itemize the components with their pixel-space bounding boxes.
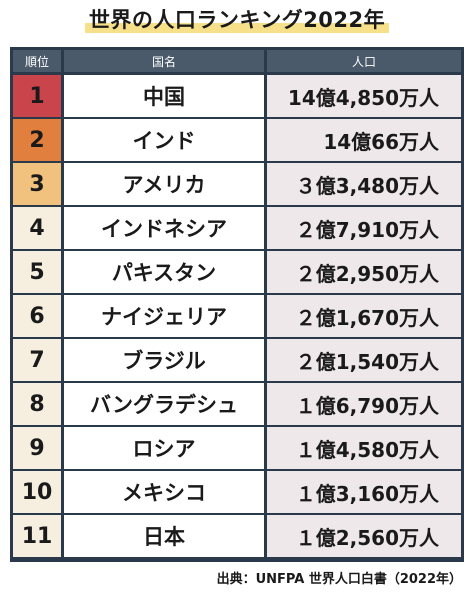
country-cell: インドネシア xyxy=(64,207,264,249)
rank-cell: 5 xyxy=(13,251,61,293)
population-cell: ２億2,950万人 xyxy=(267,251,461,293)
header-population: 人口 xyxy=(267,50,461,72)
table-row: 6 ナイジェリア ２億1,670万人 xyxy=(13,295,461,337)
country-cell: アメリカ xyxy=(64,163,264,205)
population-cell: 14億66万人 xyxy=(267,119,461,161)
rank-cell: 9 xyxy=(13,427,61,469)
rank-cell: 7 xyxy=(13,339,61,381)
table-header: 順位 国名 人口 xyxy=(13,50,461,72)
table-row: 2 インド 14億66万人 xyxy=(13,119,461,161)
rank-cell: 8 xyxy=(13,383,61,425)
page-title-text: 世界の人口ランキング2022年 xyxy=(88,8,386,32)
page-title: 世界の人口ランキング2022年 xyxy=(84,6,390,34)
country-cell: ロシア xyxy=(64,427,264,469)
table-row: 9 ロシア １億4,580万人 xyxy=(13,427,461,469)
population-cell: ２億1,540万人 xyxy=(267,339,461,381)
population-cell: １億4,580万人 xyxy=(267,427,461,469)
rank-cell: 11 xyxy=(13,515,61,557)
population-cell: ２億1,670万人 xyxy=(267,295,461,337)
population-cell: ３億3,480万人 xyxy=(267,163,461,205)
header-country: 国名 xyxy=(64,50,264,72)
table-row: 8 バングラデシュ １億6,790万人 xyxy=(13,383,461,425)
table-row: 5 パキスタン ２億2,950万人 xyxy=(13,251,461,293)
rank-cell: 10 xyxy=(13,471,61,513)
source-note: 出典：UNFPA 世界人口白書（2022年） xyxy=(216,572,462,587)
title-container: 世界の人口ランキング2022年 xyxy=(0,6,474,34)
country-cell: ナイジェリア xyxy=(64,295,264,337)
population-cell: １億6,790万人 xyxy=(267,383,461,425)
population-cell: ２億7,910万人 xyxy=(267,207,461,249)
country-cell: インド xyxy=(64,119,264,161)
table-row: 1 中国 14億4,850万人 xyxy=(13,75,461,117)
rank-cell: 3 xyxy=(13,163,61,205)
country-cell: 日本 xyxy=(64,515,264,557)
rank-cell: 2 xyxy=(13,119,61,161)
table-row: 4 インドネシア ２億7,910万人 xyxy=(13,207,461,249)
population-cell: 14億4,850万人 xyxy=(267,75,461,117)
rank-cell: 1 xyxy=(13,75,61,117)
header-rank: 順位 xyxy=(13,50,61,72)
ranking-table: 順位 国名 人口 1 中国 14億4,850万人 2 インド 14億66万人 3… xyxy=(10,47,464,562)
country-cell: ブラジル xyxy=(64,339,264,381)
rank-cell: 4 xyxy=(13,207,61,249)
population-cell: １億3,160万人 xyxy=(267,471,461,513)
rank-cell: 6 xyxy=(13,295,61,337)
country-cell: バングラデシュ xyxy=(64,383,264,425)
country-cell: 中国 xyxy=(64,75,264,117)
country-cell: メキシコ xyxy=(64,471,264,513)
table-row: 7 ブラジル ２億1,540万人 xyxy=(13,339,461,381)
table-row: 3 アメリカ ３億3,480万人 xyxy=(13,163,461,205)
table-row: 10 メキシコ １億3,160万人 xyxy=(13,471,461,513)
country-cell: パキスタン xyxy=(64,251,264,293)
population-cell: １億2,560万人 xyxy=(267,515,461,557)
table-row: 11 日本 １億2,560万人 xyxy=(13,515,461,557)
